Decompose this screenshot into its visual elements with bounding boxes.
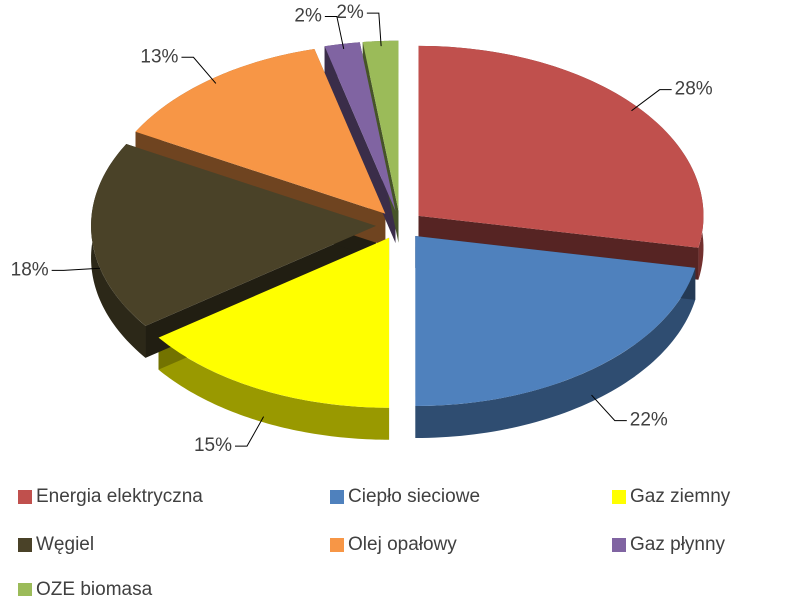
leader-line xyxy=(366,12,382,47)
leader-line xyxy=(324,15,345,50)
legend-swatch xyxy=(612,538,626,552)
data-label: 13% xyxy=(140,46,178,67)
legend-swatch xyxy=(330,538,344,552)
leader-line xyxy=(181,56,217,84)
legend-label: Gaz płynny xyxy=(630,534,726,555)
leader-line xyxy=(631,89,672,112)
slice-side xyxy=(415,267,696,439)
slice xyxy=(418,45,704,248)
data-label: 18% xyxy=(11,259,49,280)
legend-label: Ciepło sieciowe xyxy=(348,486,480,507)
legend-swatch xyxy=(18,538,32,552)
slice-wall xyxy=(324,46,396,243)
slice-side xyxy=(158,337,390,440)
slice xyxy=(362,40,399,211)
data-label: 2% xyxy=(336,2,364,23)
slice xyxy=(158,237,390,408)
data-label: 15% xyxy=(194,435,232,456)
slice xyxy=(415,236,696,407)
legend-swatch xyxy=(612,490,626,504)
slice xyxy=(324,42,396,211)
legend-label: Gaz ziemny xyxy=(630,486,731,507)
slice xyxy=(135,49,386,214)
data-label: 2% xyxy=(294,5,322,26)
leader-line xyxy=(591,394,627,422)
leader-line xyxy=(235,416,265,447)
legend-swatch xyxy=(330,490,344,504)
legend-label: Energia elektryczna xyxy=(36,486,203,507)
data-label: 22% xyxy=(630,410,668,431)
data-label: 28% xyxy=(675,79,713,100)
legend-swatch xyxy=(18,583,32,596)
legend-swatch xyxy=(18,490,32,504)
slice xyxy=(91,144,377,326)
legend-label: Olej opałowy xyxy=(348,534,457,555)
legend-label: OZE biomasa xyxy=(36,579,153,596)
leader-line xyxy=(51,267,101,271)
legend-label: Węgiel xyxy=(36,534,94,555)
